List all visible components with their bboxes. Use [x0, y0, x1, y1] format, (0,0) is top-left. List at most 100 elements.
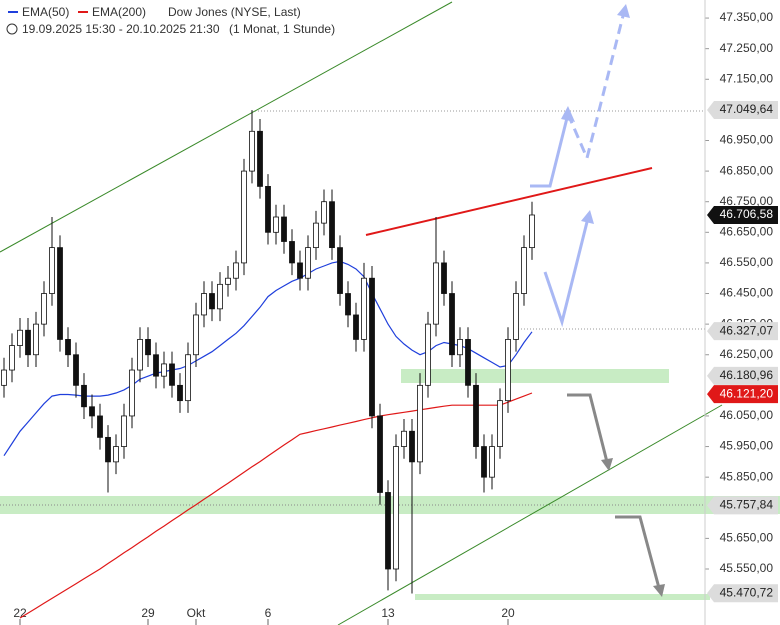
arrow-head [617, 4, 630, 18]
candle-body [353, 314, 359, 340]
y-tick-label: 46.950,00 [720, 133, 774, 147]
y-tick-label: 45.950,00 [720, 439, 774, 453]
candle-body [193, 314, 199, 356]
candle-body [73, 354, 79, 386]
legend-label: EMA(200) [92, 5, 146, 19]
price-label: 46.327,07 [720, 323, 774, 337]
arrow [566, 11, 626, 163]
candle-body [505, 339, 511, 402]
candle-body [489, 446, 495, 478]
candle-body [41, 293, 47, 325]
channel-line [0, 1, 453, 253]
candle-body [297, 262, 303, 279]
candle-body [273, 216, 279, 233]
price-label: 46.121,20 [720, 386, 774, 400]
arrow [530, 113, 570, 188]
candle-body [201, 293, 207, 316]
candle-body [129, 369, 135, 417]
y-tick-label: 46.250,00 [720, 347, 774, 361]
candle-body [1, 369, 7, 386]
candle-body [81, 384, 87, 408]
candle-body [529, 214, 535, 249]
candle-body [281, 216, 287, 242]
channel-line [337, 404, 723, 625]
candle-body [513, 293, 519, 340]
candle-body [313, 222, 319, 249]
x-tick-label: 22 [13, 606, 27, 620]
price-label: 46.706,58 [720, 207, 774, 221]
candle-body [185, 354, 191, 402]
candle-body [145, 339, 151, 356]
arrow-head [601, 458, 613, 471]
candle-body [337, 247, 343, 294]
candle-body [33, 323, 39, 356]
candle-body [425, 323, 431, 386]
arrow-head [653, 584, 665, 597]
candle-body [257, 130, 263, 187]
candle-body [521, 247, 527, 294]
y-tick-label: 46.550,00 [720, 255, 774, 269]
candle-body [57, 247, 63, 340]
y-tick-label: 46.750,00 [720, 194, 774, 208]
legend-bg [0, 0, 330, 38]
candle-body [393, 446, 399, 570]
candle-body [89, 406, 95, 417]
candle-body [241, 170, 247, 264]
arrow [615, 515, 661, 589]
candle-body [217, 283, 223, 310]
price-label: 45.757,84 [720, 498, 774, 512]
price-tag [707, 322, 778, 341]
candle-body [137, 339, 143, 371]
price-tag [707, 496, 778, 515]
price-label: 46.180,96 [720, 368, 774, 382]
candle-body [209, 293, 215, 310]
y-tick-label: 45.550,00 [720, 561, 774, 575]
candle-body [265, 185, 271, 233]
candle-body [401, 430, 407, 447]
zone [415, 594, 710, 600]
x-tick-label: 29 [141, 606, 155, 620]
candle-body [153, 354, 159, 377]
y-tick-label: 47.250,00 [720, 41, 774, 55]
price-tag [707, 100, 778, 119]
arrow-head [581, 210, 594, 224]
candle-body [377, 415, 383, 493]
x-tick-label: Okt [187, 606, 206, 620]
candle-body [361, 277, 367, 340]
candle-body [9, 345, 15, 371]
price-label: 45.470,72 [720, 585, 774, 599]
x-tick-label: 20 [501, 606, 515, 620]
x-tick-label: 6 [265, 606, 272, 620]
candle-body [481, 446, 487, 478]
price-label: 47.049,64 [720, 102, 774, 116]
period: (1 Monat, 1 Stunde) [229, 22, 335, 36]
chart-title: Dow Jones (NYSE, Last) [168, 5, 301, 19]
y-tick-label: 45.650,00 [720, 531, 774, 545]
y-tick-label: 46.850,00 [720, 163, 774, 177]
price-tag [707, 385, 778, 404]
candle-body [417, 384, 423, 463]
arrow [567, 393, 609, 463]
candle-body [441, 262, 447, 294]
candle-body [17, 329, 23, 346]
candle-body [465, 339, 471, 386]
candle-body [409, 430, 415, 463]
candle-body [321, 201, 327, 224]
zone [401, 369, 669, 383]
resistance-line [365, 167, 653, 236]
candle-body [457, 339, 463, 356]
candle-body [105, 436, 111, 463]
candle-body [49, 247, 55, 294]
candle-body [65, 339, 71, 356]
candle-body [161, 363, 167, 377]
ema-line [3, 260, 533, 457]
candle-body [289, 241, 295, 264]
candle-body [385, 492, 391, 570]
candle-body [97, 415, 103, 438]
legend: EMA(50) EMA(200) Dow Jones (NYSE, Last) … [0, 0, 335, 38]
candle-body [233, 262, 239, 279]
candle-body [177, 384, 183, 402]
candle-body [113, 446, 119, 463]
